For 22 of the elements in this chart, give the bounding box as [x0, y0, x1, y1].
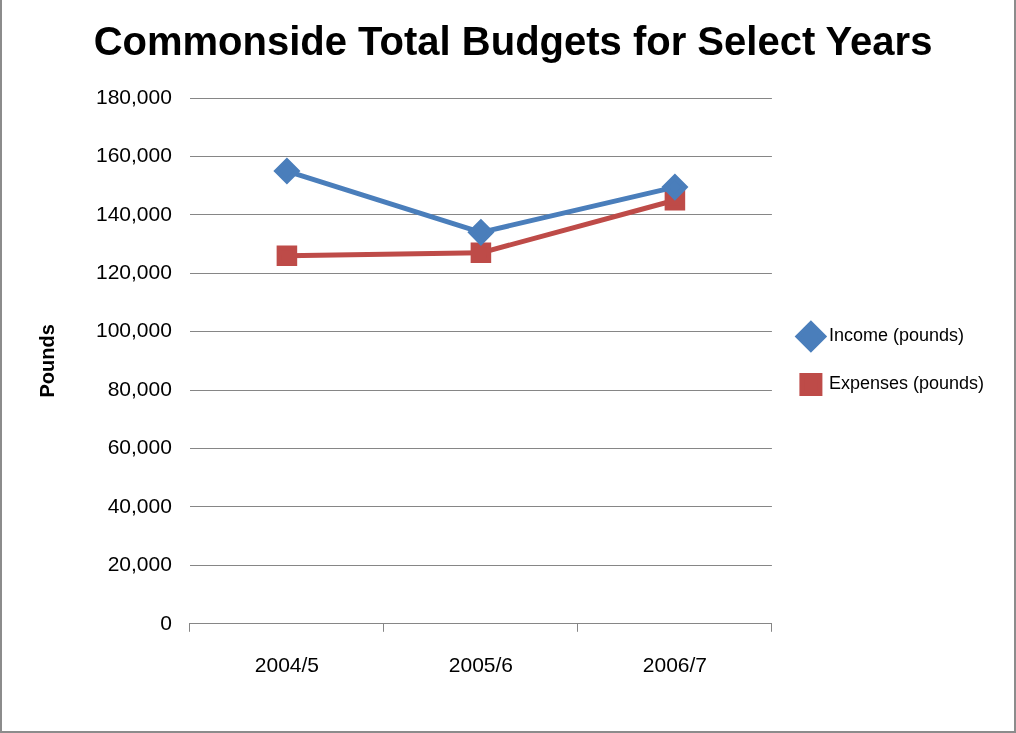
y-tick-label: 40,000 [107, 493, 172, 517]
y-tick-label: 100,000 [95, 318, 172, 342]
y-tick-label: 120,000 [95, 260, 172, 284]
y-tick-label: 60,000 [107, 435, 172, 459]
point [662, 174, 688, 200]
x-tick-label: 2004/5 [254, 653, 320, 677]
y-tick-label: 180,000 [95, 84, 172, 108]
y-tick-label: 0 [160, 610, 172, 634]
chart-title: Commonside Total Budgets for Select Years [93, 19, 933, 64]
x-tick-label: 2005/6 [448, 653, 514, 677]
point [468, 219, 494, 245]
point [470, 242, 492, 264]
x-tick-label: 2006/7 [642, 653, 708, 677]
y-axis-title: Pounds [35, 324, 58, 398]
y-tick-label: 160,000 [95, 143, 172, 167]
y-tick-label: 20,000 [107, 552, 172, 576]
legend-label: Expenses (pounds) [828, 373, 984, 394]
y-tick-label: 140,000 [95, 201, 172, 225]
point [274, 158, 300, 184]
y-tick-label: 80,000 [107, 376, 172, 400]
point [276, 245, 298, 267]
legend-label: Income (pounds) [828, 325, 964, 346]
